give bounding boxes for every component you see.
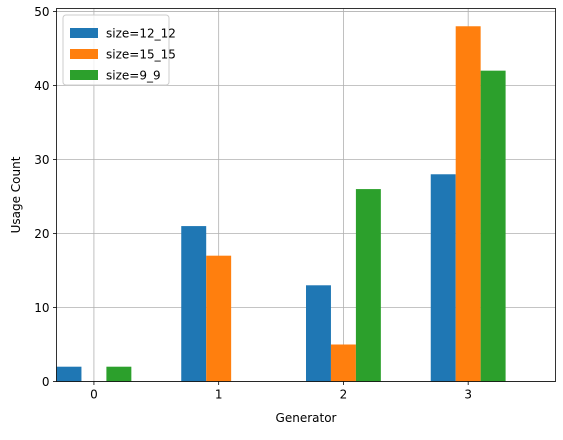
x-tick-label: 0: [90, 388, 98, 402]
y-tick-label: 20: [34, 227, 49, 241]
legend-label: size=9_9: [106, 69, 161, 83]
bar-size=12_12-0: [56, 366, 82, 382]
y-tick-label: 30: [34, 153, 49, 167]
bar-size=9_9-0: [106, 366, 132, 382]
x-axis-label: Generator: [276, 411, 337, 425]
y-tick-label: 0: [42, 375, 50, 389]
legend: size=12_12 size=15_15 size=9_9: [62, 14, 176, 86]
bar-size=12_12-3: [430, 174, 456, 382]
bar-size=15_15-2: [330, 344, 356, 382]
bar-size=9_9-2: [355, 189, 381, 382]
y-ticks: 0 10 20 30 40 50: [34, 5, 57, 389]
legend-swatch: [70, 49, 98, 59]
bar-size=15_15-3: [455, 26, 481, 382]
bar-size=15_15-1: [206, 255, 232, 382]
bar-size=12_12-2: [306, 285, 331, 382]
x-tick-label: 2: [340, 388, 348, 402]
y-axis-label: Usage Count: [9, 156, 23, 233]
bar-size=9_9-3: [480, 70, 506, 382]
y-tick-label: 50: [34, 5, 49, 19]
legend-label: size=12_12: [106, 27, 176, 41]
x-ticks: 0 1 2 3: [90, 381, 472, 402]
legend-swatch: [70, 70, 98, 80]
plot-frame: [56, 8, 556, 382]
x-tick-label: 1: [215, 388, 223, 402]
bar-size=12_12-1: [181, 226, 207, 382]
bars: [56, 26, 506, 382]
y-tick-label: 40: [34, 79, 49, 93]
legend-label: size=15_15: [106, 48, 176, 62]
y-tick-label: 10: [34, 301, 49, 315]
x-tick-label: 3: [464, 388, 472, 402]
legend-swatch: [70, 28, 98, 38]
